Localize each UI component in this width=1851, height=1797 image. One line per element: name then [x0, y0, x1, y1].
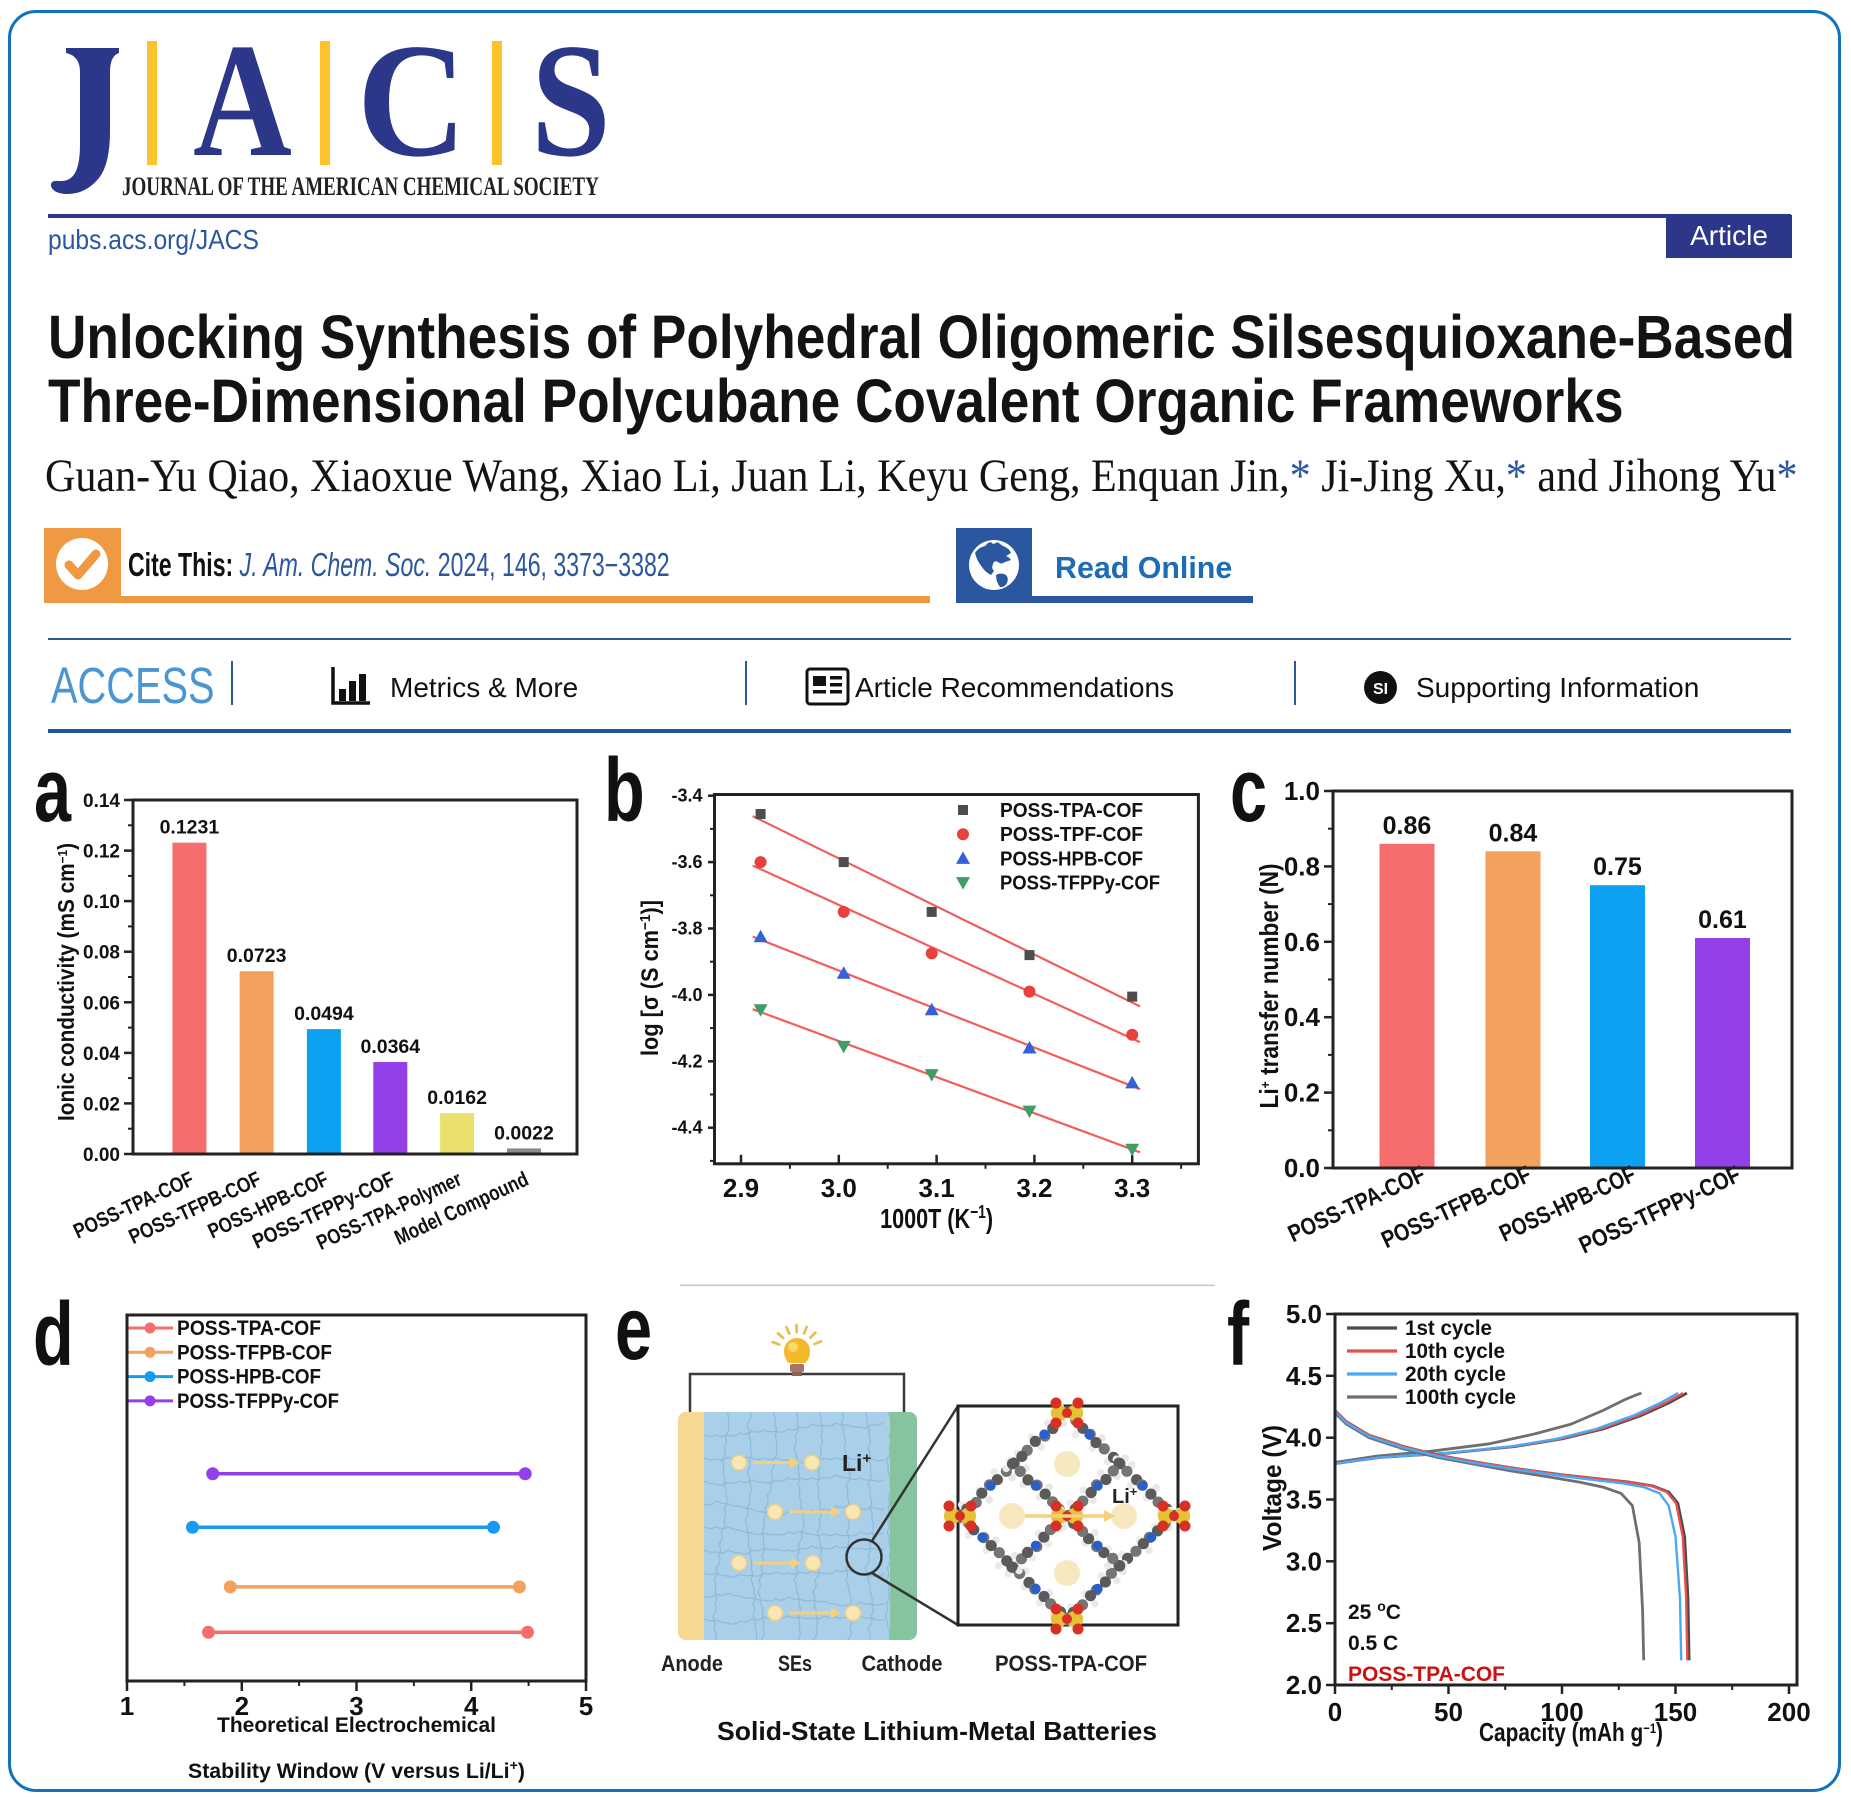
- svg-text:0.0723: 0.0723: [227, 945, 287, 967]
- svg-text:3.5: 3.5: [1286, 1485, 1322, 1515]
- svg-text:3.0: 3.0: [821, 1173, 857, 1203]
- svg-text:0.08: 0.08: [83, 943, 120, 964]
- svg-text:0.04: 0.04: [83, 1044, 120, 1065]
- svg-text:0.06: 0.06: [83, 993, 120, 1014]
- svg-text:0.12: 0.12: [83, 842, 120, 863]
- svg-text:0.0: 0.0: [1284, 1153, 1320, 1183]
- svg-text:0.0162: 0.0162: [427, 1087, 487, 1109]
- svg-text:-3.4: -3.4: [671, 786, 702, 806]
- svg-text:POSS-TPA-COF: POSS-TPA-COF: [995, 1651, 1147, 1676]
- svg-text:50: 50: [1434, 1697, 1463, 1727]
- svg-text:2.0: 2.0: [1286, 1670, 1322, 1700]
- svg-text:POSS-TPA-COF: POSS-TPA-COF: [1348, 1663, 1505, 1686]
- svg-text:Li+ transfer number (N): Li+ transfer number (N): [1254, 864, 1284, 1109]
- svg-text:0.0364: 0.0364: [360, 1036, 420, 1058]
- svg-text:Theoretical Electrochemical: Theoretical Electrochemical: [217, 1714, 496, 1737]
- svg-text:0.86: 0.86: [1383, 812, 1432, 840]
- svg-text:0.61: 0.61: [1698, 906, 1747, 934]
- svg-text:1: 1: [120, 1691, 134, 1721]
- svg-text:4.0: 4.0: [1286, 1423, 1322, 1453]
- svg-text:0.1231: 0.1231: [160, 817, 220, 839]
- svg-text:-3.8: -3.8: [671, 919, 702, 939]
- svg-text:20th cycle: 20th cycle: [1405, 1363, 1506, 1386]
- svg-text:SI: SI: [1373, 681, 1388, 698]
- svg-text:Anode: Anode: [661, 1651, 723, 1676]
- svg-text:5.0: 5.0: [1286, 1299, 1322, 1329]
- svg-text:10th cycle: 10th cycle: [1405, 1340, 1505, 1363]
- svg-text:0.00: 0.00: [83, 1145, 120, 1166]
- svg-text:POSS-TFPPy-COF: POSS-TFPPy-COF: [177, 1390, 339, 1413]
- svg-text:0.0494: 0.0494: [294, 1003, 354, 1025]
- svg-text:Li+: Li+: [1112, 1484, 1138, 1509]
- svg-text:Cathode: Cathode: [862, 1651, 943, 1676]
- svg-text:Capacity (mAh g−1): Capacity (mAh g−1): [1479, 1717, 1663, 1747]
- svg-text:4: 4: [464, 1691, 479, 1721]
- svg-text:25 oC: 25 oC: [1348, 1598, 1401, 1624]
- svg-text:POSS-HPB-COF: POSS-HPB-COF: [177, 1366, 321, 1389]
- svg-text:POSS-TFPB-COF: POSS-TFPB-COF: [177, 1341, 332, 1364]
- svg-text:150: 150: [1654, 1697, 1697, 1727]
- svg-text:POSS-TPF-COF: POSS-TPF-COF: [1000, 824, 1143, 846]
- svg-text:100th cycle: 100th cycle: [1405, 1386, 1516, 1409]
- svg-text:4.5: 4.5: [1286, 1361, 1322, 1391]
- svg-text:Solid-State Lithium-Metal Batt: Solid-State Lithium-Metal Batteries: [717, 1716, 1157, 1746]
- svg-text:0.2: 0.2: [1284, 1078, 1320, 1108]
- svg-text:SEs: SEs: [778, 1651, 812, 1676]
- svg-text:POSS-HPB-COF: POSS-HPB-COF: [1000, 848, 1143, 870]
- svg-text:1st cycle: 1st cycle: [1405, 1317, 1492, 1340]
- svg-text:0.10: 0.10: [83, 892, 120, 913]
- svg-text:1000T (K−1): 1000T (K−1): [880, 1202, 993, 1234]
- svg-text:0.8: 0.8: [1284, 851, 1320, 881]
- svg-text:POSS-TFPPy-COF: POSS-TFPPy-COF: [1000, 873, 1160, 895]
- svg-text:-4.2: -4.2: [671, 1051, 702, 1071]
- svg-text:Voltage (V): Voltage (V): [1257, 1425, 1287, 1551]
- svg-text:Ionic conductivity (mS cm−1): Ionic conductivity (mS cm−1): [53, 843, 79, 1121]
- svg-text:3.2: 3.2: [1016, 1173, 1052, 1203]
- svg-text:1.0: 1.0: [1284, 776, 1320, 806]
- svg-text:2.9: 2.9: [723, 1173, 759, 1203]
- svg-text:0.4: 0.4: [1284, 1002, 1321, 1032]
- svg-text:POSS-TPA-COF: POSS-TPA-COF: [1000, 800, 1143, 822]
- svg-text:3.0: 3.0: [1286, 1546, 1322, 1576]
- svg-text:0.84: 0.84: [1489, 819, 1538, 847]
- svg-text:200: 200: [1767, 1697, 1810, 1727]
- svg-text:2.5: 2.5: [1286, 1608, 1322, 1638]
- svg-text:0.02: 0.02: [83, 1094, 120, 1115]
- svg-text:0.14: 0.14: [83, 791, 120, 812]
- svg-text:3.1: 3.1: [919, 1173, 955, 1203]
- svg-text:0.5 C: 0.5 C: [1348, 1632, 1398, 1655]
- svg-text:-3.6: -3.6: [671, 852, 702, 872]
- svg-text:3.3: 3.3: [1114, 1173, 1150, 1203]
- svg-text:0.75: 0.75: [1593, 853, 1642, 881]
- svg-text:-4.0: -4.0: [671, 985, 702, 1005]
- svg-text:100: 100: [1540, 1697, 1583, 1727]
- svg-text:0: 0: [1328, 1697, 1342, 1727]
- svg-text:5: 5: [579, 1691, 593, 1721]
- svg-text:3: 3: [349, 1691, 363, 1721]
- svg-text:0.6: 0.6: [1284, 927, 1320, 957]
- svg-text:Stability Window (V versus Li/: Stability Window (V versus Li/Li +): [188, 1757, 525, 1783]
- svg-text:POSS-TPA-COF: POSS-TPA-COF: [177, 1317, 321, 1340]
- svg-text:2: 2: [235, 1691, 249, 1721]
- svg-text:-4.4: -4.4: [671, 1118, 702, 1138]
- svg-text:0.0022: 0.0022: [494, 1122, 554, 1144]
- svg-text:log [σ (S cm−1)]: log [σ (S cm−1)]: [637, 900, 665, 1056]
